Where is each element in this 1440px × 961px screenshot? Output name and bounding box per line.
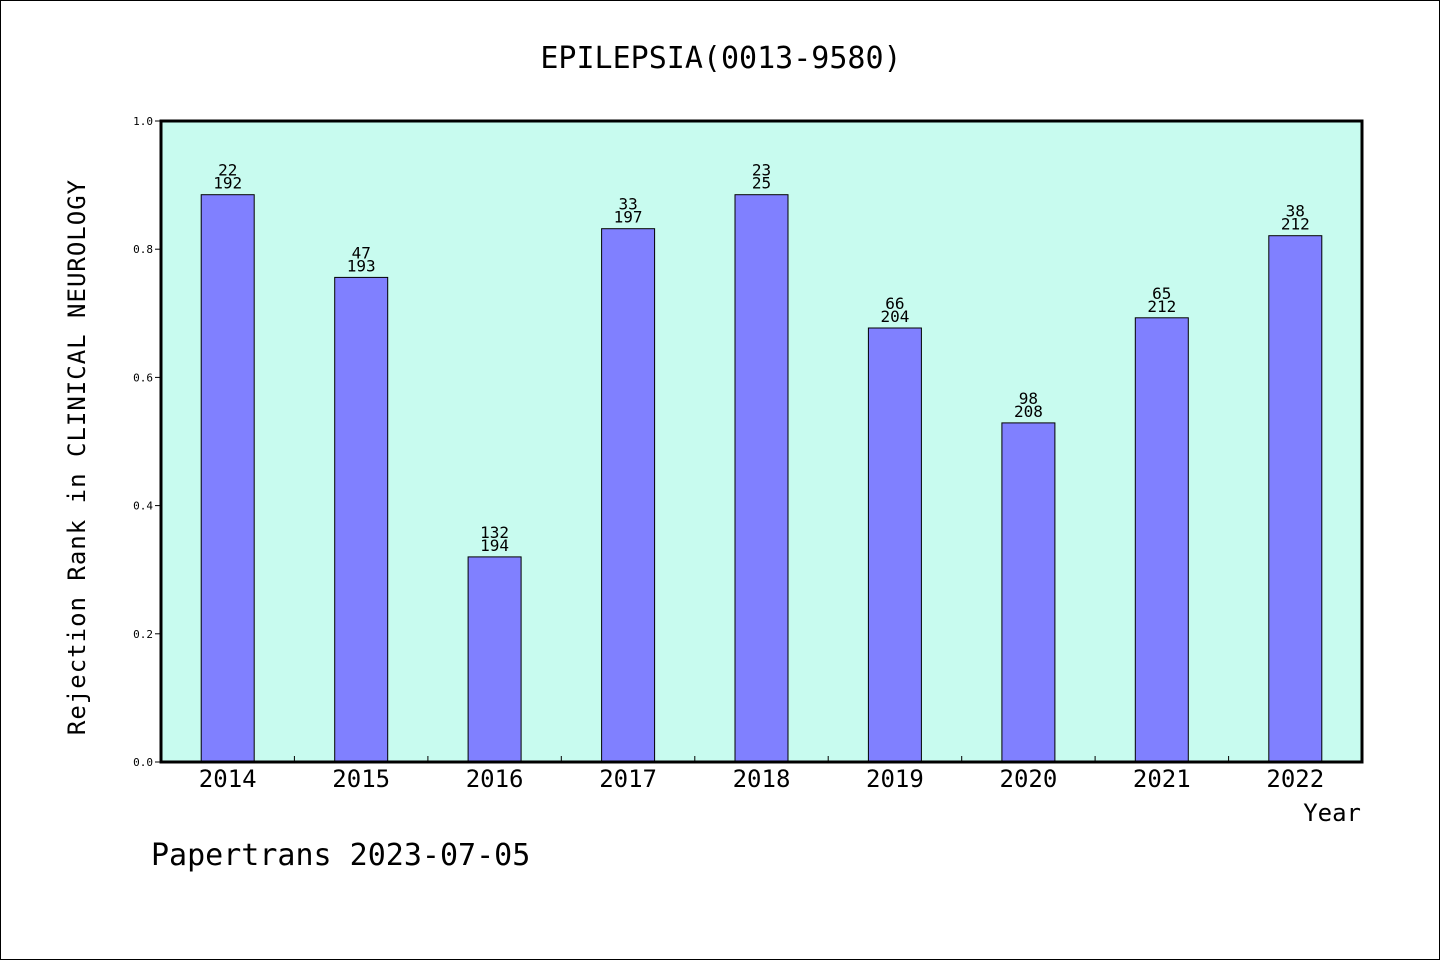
x-tick-label: 2017 [599, 765, 657, 793]
bar-total-label: 212 [1147, 297, 1176, 316]
y-tick-label: 0.2 [133, 628, 153, 641]
bar-2017 [601, 228, 656, 763]
bar-rank-label: 38 [1286, 202, 1305, 221]
x-tick-label: 2014 [199, 765, 257, 793]
bar-2021 [1134, 317, 1189, 763]
bar-rank-label: 33 [618, 195, 637, 214]
bar-2016 [467, 556, 522, 763]
bar-total-label: 208 [1014, 402, 1043, 421]
bar-2022 [1268, 235, 1323, 763]
bar-total-label: 192 [213, 174, 242, 193]
footer-credit: Papertrans 2023-07-05 [151, 838, 530, 873]
bar-total-label: 194 [480, 536, 509, 555]
bar-rank-label: 65 [1152, 284, 1171, 303]
bar-2015 [334, 276, 389, 763]
bar-2018 [734, 194, 789, 763]
y-tick-label: 0.8 [133, 243, 153, 256]
bar-rank-label: 23 [752, 161, 771, 180]
x-tick-label: 2022 [1266, 765, 1324, 793]
x-tick-label: 2016 [466, 765, 524, 793]
bar-rank-label: 22 [218, 161, 237, 180]
bar-rank-label: 132 [480, 523, 509, 542]
plot-border [159, 119, 1364, 764]
y-tick-label: 0.0 [133, 756, 153, 769]
y-axis-label: Rejection Rank in CLINICAL NEUROLOGY [63, 179, 91, 735]
x-tick-label: 2015 [332, 765, 390, 793]
bar-2019 [867, 327, 922, 763]
y-tick-label: 1.0 [133, 115, 153, 128]
bar-rank-label: 47 [352, 243, 371, 262]
bar-2020 [1001, 422, 1056, 763]
y-tick-label: 0.4 [133, 500, 153, 513]
x-tick-label: 2019 [866, 765, 924, 793]
bar-total-label: 204 [880, 307, 909, 326]
bar-total-label: 25 [752, 174, 771, 193]
chart-title: EPILEPSIA(0013-9580) [540, 41, 901, 76]
bar-total-label: 212 [1281, 215, 1310, 234]
x-tick-label: 2021 [1133, 765, 1191, 793]
x-tick-label: 2018 [733, 765, 791, 793]
bar-rank-label: 66 [885, 294, 904, 313]
bars-group [200, 194, 1323, 763]
bar-2014 [200, 194, 255, 763]
y-tick-label: 0.6 [133, 371, 153, 384]
labels-group: 2219220144719320151321942016331972017232… [133, 115, 1324, 793]
x-tick-label: 2020 [1000, 765, 1058, 793]
bar-total-label: 193 [347, 256, 376, 275]
bar-rank-label: 98 [1019, 389, 1038, 408]
bar-total-label: 197 [614, 208, 643, 227]
x-axis-label: Year [1303, 799, 1361, 827]
